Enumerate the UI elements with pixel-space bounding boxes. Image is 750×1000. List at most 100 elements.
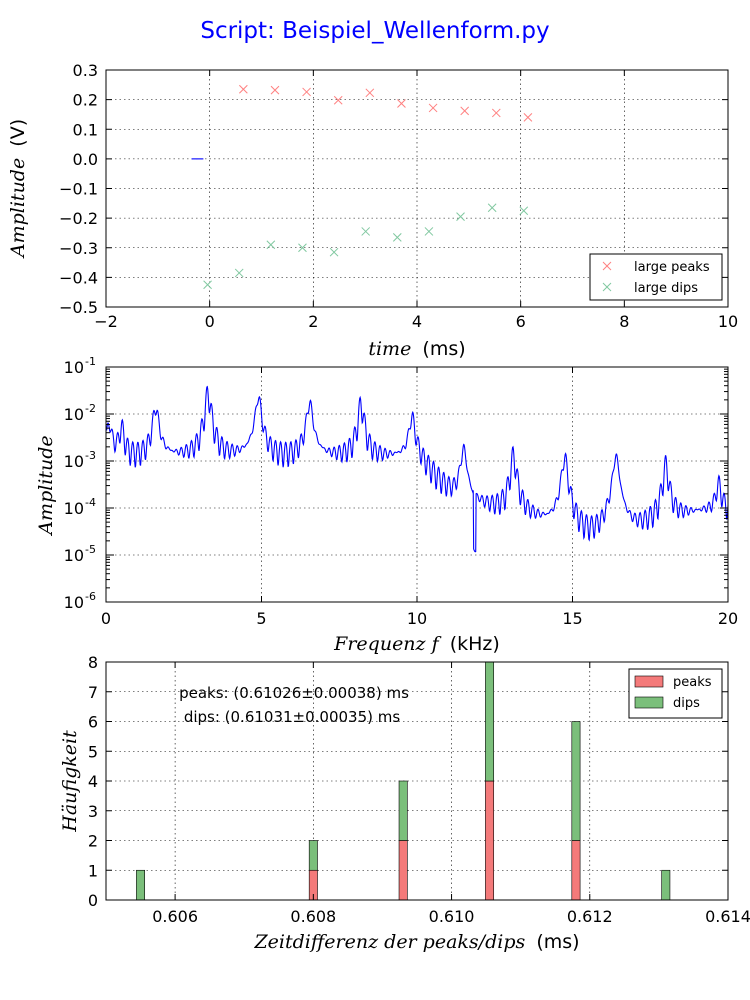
histogram-x-tick-label: 0.612: [567, 907, 613, 926]
peaks-bar: [398, 840, 408, 901]
spectrum-y-tick-label: 10: [64, 499, 84, 518]
spectrum-y-tick-base: 10: [64, 358, 84, 377]
waveform-legend: large peaks large dips: [589, 253, 723, 301]
large-peak-marker: [428, 103, 438, 113]
histogram-y-tick-label: 5: [88, 742, 98, 761]
spectrum-y-tick-label: 10: [64, 452, 84, 471]
waveform-y-axis-label: Amplitude (V): [7, 119, 29, 259]
large-peak-marker: [270, 85, 280, 95]
spectrum-y-tick-base: 10: [64, 546, 84, 565]
large-peak-marker: [491, 108, 501, 118]
spectrum-x-axis-label: Frequenz f (kHz): [333, 633, 500, 655]
histogram-x-tick-label: 0.610: [429, 907, 475, 926]
waveform-y-tick-label: −0.1: [59, 180, 98, 199]
waveform-legend-box: [589, 253, 723, 301]
large-peak-marker: [397, 99, 406, 108]
spectrum-x-tick-label: 0: [101, 609, 111, 628]
waveform-x-tick-label: 4: [412, 312, 422, 331]
legend-swatch-peaks: [634, 675, 664, 688]
histogram-x-tick-label: 0.608: [290, 907, 336, 926]
spectrum-y-tick-base: 10: [64, 405, 84, 424]
spectrum-line: [106, 385, 729, 553]
spectrum-x-tick-label: 20: [718, 609, 738, 628]
spectrum-y-axis-label: Amplitude: [35, 435, 57, 536]
spectrum-y-tick-label: 10: [64, 546, 84, 565]
waveform-y-tick-label: 0.0: [73, 150, 98, 169]
spectrum-y-tick-exponent: -6: [85, 590, 96, 603]
histogram-x-tick-label: 0.614: [705, 907, 750, 926]
dips-bar: [136, 869, 146, 901]
waveform-y-tick-label: −0.3: [59, 239, 98, 258]
histogram-legend: peaks dips: [628, 668, 723, 719]
waveform-y-tick-label: −0.2: [59, 209, 98, 228]
waveform-y-tick-label: −0.4: [59, 268, 98, 287]
large-dip-marker: [329, 247, 339, 257]
waveform-panel: −2 0 2 4 6 8 10 0.3 0.2 0.1 0.0 −0.1 −0.2 −0.3 −0.4 −0.…: [7, 61, 738, 360]
large-peak-marker: [239, 84, 248, 94]
waveform-x-tick-label: 2: [308, 312, 318, 331]
large-dip-marker: [456, 212, 465, 221]
large-dip-marker: [424, 227, 434, 236]
figure-title: Script: Beispiel_Wellenform.py: [200, 18, 549, 44]
histogram-panel: 0.606 0.608 0.610 0.612 0.614 0 1 2 3 4 5 6 7 8 peaks…: [59, 653, 750, 953]
legend-label-large-dips: large dips: [634, 281, 698, 296]
large-dip-marker: [234, 268, 244, 278]
annotation-peaks-stats: peaks: (0.61026±0.00038) ms: [179, 684, 409, 702]
dips-bar: [661, 869, 671, 901]
legend-marker-large-peaks: [602, 261, 612, 271]
spectrum-x-tick-label: 10: [407, 609, 427, 628]
histogram-y-tick-label: 2: [88, 832, 98, 851]
histogram-y-tick-label: 3: [88, 802, 98, 821]
histogram-y-tick-label: 0: [88, 891, 98, 910]
spectrum-x-tick-label: 15: [562, 609, 582, 628]
large-peak-marker: [333, 95, 343, 105]
histogram-x-axis-label: Zeitdifferenz der peaks/dips (ms): [253, 931, 579, 953]
dips-bar: [398, 780, 408, 841]
histogram-y-axis-label: Häufigkeit: [59, 730, 81, 833]
spectrum-y-tick-base: 10: [64, 593, 84, 612]
spectrum-y-tick-base: 10: [64, 499, 84, 518]
waveform-y-tick-label: 0.2: [73, 91, 98, 110]
histogram-y-tick-label: 8: [88, 653, 98, 672]
large-dip-marker: [487, 203, 497, 213]
large-dip-marker: [392, 233, 402, 242]
large-dip-marker: [266, 240, 276, 250]
dips-bar: [485, 661, 495, 782]
spectrum-y-tick-label: 10: [64, 358, 84, 377]
large-peak-marker: [523, 113, 533, 122]
waveform-x-tick-label: 0: [205, 312, 215, 331]
legend-swatch-dips: [634, 696, 664, 709]
legend-label-large-peaks: large peaks: [634, 260, 710, 275]
legend-marker-large-dips: [602, 282, 612, 292]
spectrum-y-tick-exponent: -3: [85, 449, 96, 462]
dips-bar: [308, 840, 318, 871]
dips-bar: [571, 721, 581, 841]
waveform-y-tick-label: 0.3: [73, 61, 98, 80]
large-dip-marker: [203, 280, 212, 290]
annotation-dips-stats: dips: (0.61031±0.00035) ms: [184, 708, 401, 726]
histogram-y-tick-label: 7: [88, 683, 98, 702]
large-peak-marker: [460, 106, 470, 116]
peaks-bar: [571, 840, 581, 901]
spectrum-y-tick-label: 10: [64, 593, 84, 612]
large-dip-marker: [298, 243, 307, 253]
spectrum-y-tick-label: 10: [64, 405, 84, 424]
legend-label-dips: dips: [673, 696, 700, 711]
spectrum-x-tick-label: 5: [256, 609, 266, 628]
large-peak-marker: [365, 88, 375, 98]
waveform-x-tick-label: 8: [619, 312, 629, 331]
legend-label-peaks: peaks: [673, 675, 712, 690]
spectrum-y-tick-exponent: -5: [85, 543, 96, 556]
large-dip-marker: [519, 206, 529, 216]
waveform-y-tick-label: −0.5: [59, 298, 98, 317]
waveform-x-axis-label: time (ms): [368, 338, 465, 360]
histogram-x-tick-label: 0.606: [152, 907, 198, 926]
spectrum-y-tick-base: 10: [64, 452, 84, 471]
peaks-bar: [485, 780, 495, 901]
spectrum-y-tick-exponent: -1: [85, 355, 96, 368]
waveform-y-tick-label: 0.1: [73, 120, 98, 139]
histogram-y-tick-label: 4: [88, 772, 98, 791]
spectrum-y-tick-exponent: -4: [85, 496, 96, 509]
